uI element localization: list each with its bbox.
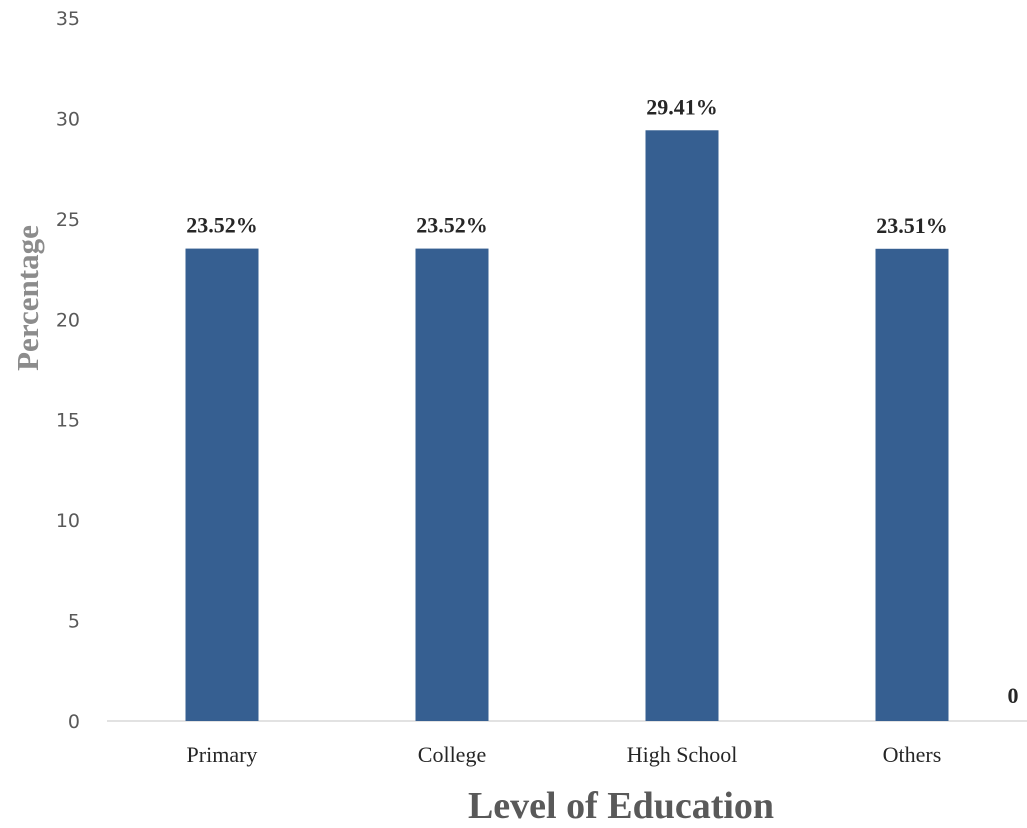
x-tick-label: High School	[627, 742, 738, 767]
data-label: 23.52%	[186, 213, 258, 238]
y-tick-label: 35	[56, 8, 80, 30]
x-tick-label: College	[418, 742, 486, 767]
y-axis-ticks: 0 5 10 15 20 25 30 35	[56, 8, 80, 733]
y-tick-label: 15	[56, 410, 80, 432]
data-label: 23.51%	[876, 213, 948, 238]
data-label: 29.41%	[646, 94, 718, 119]
bar	[645, 130, 719, 721]
data-labels: 23.52% 23.52% 29.41% 23.51%	[186, 94, 948, 238]
y-tick-label: 20	[56, 309, 80, 331]
y-tick-label: 25	[56, 209, 80, 231]
bar	[415, 248, 489, 722]
x-tick-label: Primary	[187, 742, 258, 767]
x-tick-label: Others	[883, 742, 942, 767]
x-axis-title: Level of Education	[468, 785, 774, 827]
extra-data-label: 0	[1008, 683, 1019, 708]
y-tick-label: 0	[68, 711, 80, 733]
y-axis-title: Percentage	[10, 225, 45, 371]
y-tick-label: 5	[68, 611, 80, 633]
bar	[185, 248, 259, 722]
y-tick-label: 10	[56, 510, 80, 532]
y-tick-label: 30	[56, 108, 80, 130]
data-label: 23.52%	[416, 213, 488, 238]
bar	[875, 248, 949, 721]
x-axis-ticks: Primary College High School Others	[187, 742, 942, 767]
bars	[185, 130, 949, 722]
